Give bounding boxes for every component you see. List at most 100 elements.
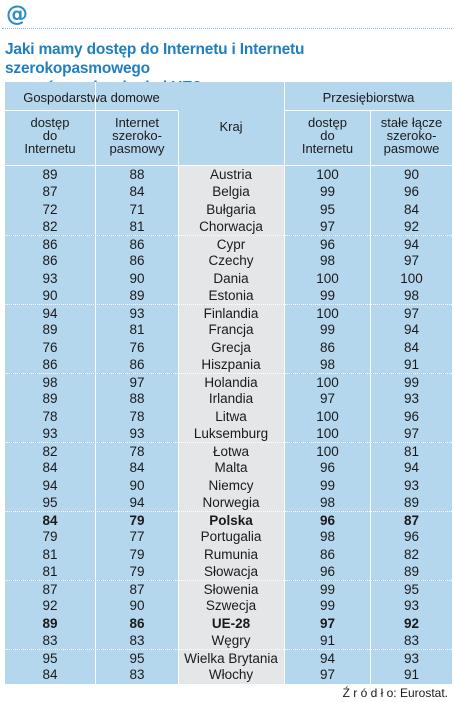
table-body: 89 88 Austria 100 90 87 84 Belgia 99 96 72 71 Bułgar…	[5, 166, 452, 684]
enterprise-broadband-cell: 89	[403, 494, 420, 510]
household-broadband-cell: 93	[129, 425, 145, 441]
group-header-households: Gospodarstwa domowe	[23, 90, 160, 105]
country-cell: Łotwa	[212, 444, 250, 459]
country-cell: Hiszpania	[201, 356, 261, 372]
table-row: 76 76 Grecja 86 84	[5, 339, 452, 356]
country-cell: Belgia	[212, 184, 250, 200]
column-divider	[284, 82, 285, 684]
household-broadband-cell: 83	[129, 667, 145, 683]
enterprise-broadband-cell: 99	[403, 375, 420, 390]
enterprise-access-cell: 99	[319, 582, 336, 597]
table-row: 92 90 Szwecja 99 93	[5, 597, 452, 614]
enterprise-access-cell: 100	[316, 270, 339, 286]
enterprise-broadband-cell: 98	[403, 287, 420, 303]
household-broadband-cell: 84	[129, 184, 145, 200]
country-cell: Estonia	[208, 287, 254, 303]
col-header-household-access: dostęp do Internetu	[24, 115, 76, 156]
country-column-background	[178, 166, 284, 684]
column-divider	[178, 111, 179, 684]
country-cell: Włochy	[208, 667, 254, 683]
table-row: 83 83 Węgry 91 83	[5, 632, 452, 649]
household-broadband-cell: 86	[129, 356, 145, 372]
country-cell: Słowacja	[203, 563, 259, 579]
enterprise-broadband-cell: 95	[403, 582, 420, 597]
title-line-1: Jaki mamy dostęp do Internetu i Internet…	[5, 41, 305, 77]
group-rule-households	[5, 110, 178, 111]
table-row: 82 78 Łotwa 100 81	[5, 442, 452, 459]
household-access-cell: 87	[42, 184, 58, 200]
group-header-enterprises: Przesiębiorstwa	[322, 90, 415, 105]
household-access-cell: 87	[42, 582, 58, 597]
country-cell: Chorwacja	[199, 218, 263, 234]
country-cell: Norwegia	[202, 494, 260, 510]
household-access-cell: 94	[42, 477, 58, 493]
country-cell: Irlandia	[208, 391, 254, 407]
country-cell: Finlandia	[203, 306, 259, 321]
household-access-cell: 86	[42, 356, 58, 372]
household-access-cell: 83	[42, 632, 58, 648]
enterprise-broadband-cell: 97	[403, 306, 420, 321]
enterprise-access-cell: 100	[316, 306, 339, 321]
group-rule-enterprises	[285, 110, 452, 111]
enterprise-access-cell: 86	[319, 546, 336, 562]
enterprise-access-cell: 96	[319, 460, 336, 476]
household-broadband-cell: 95	[129, 651, 145, 666]
country-cell: Czechy	[208, 253, 254, 269]
country-cell: Luksemburg	[193, 425, 269, 441]
household-broadband-cell: 87	[129, 582, 145, 597]
table-row: 89 88 Austria 100 90	[5, 166, 452, 183]
enterprise-access-cell: 86	[319, 339, 336, 355]
enterprise-broadband-cell: 92	[403, 615, 420, 631]
enterprise-access-cell: 94	[319, 651, 336, 666]
table-row: 84 84 Malta 96 94	[5, 459, 452, 476]
country-cell: Francja	[208, 322, 254, 338]
table-row: 72 71 Bułgaria 95 84	[5, 201, 452, 218]
enterprise-access-cell: 99	[319, 184, 336, 200]
household-broadband-cell: 86	[129, 237, 145, 252]
country-cell: Holandia	[204, 375, 258, 390]
enterprise-broadband-cell: 93	[403, 391, 420, 407]
enterprise-broadband-cell: 93	[403, 651, 420, 666]
col-header-household-broadband: Internet szeroko-pasmowy	[109, 115, 165, 156]
col-header-country: Kraj	[219, 119, 243, 134]
table-row: 89 88 Irlandia 97 93	[5, 390, 452, 407]
enterprise-access-cell: 100	[316, 408, 339, 424]
enterprise-access-cell: 98	[319, 356, 336, 372]
table-row: 81 79 Słowacja 96 89	[5, 563, 452, 580]
household-broadband-cell: 90	[129, 270, 145, 286]
table-row: 93 93 Luksemburg 100 97	[5, 425, 452, 442]
household-broadband-cell: 79	[129, 513, 145, 528]
enterprise-access-cell: 99	[319, 477, 336, 493]
household-access-cell: 82	[42, 218, 58, 234]
data-table: Gospodarstwa domowe Przesiębiorstwa dost…	[5, 82, 452, 684]
enterprise-access-cell: 91	[319, 632, 336, 648]
table-row: 87 84 Belgia 99 96	[5, 183, 452, 200]
table-row: 86 86 Hiszpania 98 91	[5, 356, 452, 373]
household-broadband-cell: 84	[129, 460, 145, 476]
table-row: 79 77 Portugalia 98 96	[5, 528, 452, 545]
table-row: 86 86 Cypr 96 94	[5, 235, 452, 252]
enterprise-access-cell: 97	[319, 667, 336, 683]
household-access-cell: 94	[42, 306, 58, 321]
enterprise-broadband-cell: 94	[403, 322, 420, 338]
household-access-cell: 89	[42, 167, 58, 182]
household-access-cell: 93	[42, 270, 58, 286]
header-bottom-rule	[5, 165, 452, 166]
enterprise-access-cell: 100	[316, 425, 339, 441]
enterprise-broadband-cell: 96	[403, 529, 420, 545]
enterprise-broadband-cell: 91	[403, 667, 420, 683]
column-divider	[370, 111, 371, 684]
enterprise-broadband-cell: 97	[403, 425, 420, 441]
enterprise-access-cell: 100	[316, 167, 339, 182]
table-row: 95 95 Wielka Brytania 94 93	[5, 649, 452, 666]
household-broadband-cell: 86	[129, 253, 145, 269]
household-access-cell: 95	[42, 651, 58, 666]
enterprise-broadband-cell: 97	[403, 253, 420, 269]
col-header-enterprise-broadband: stałe łącze szeroko-pasmowe	[380, 115, 443, 156]
table-row: 98 97 Holandia 100 99	[5, 373, 452, 390]
enterprise-broadband-cell: 94	[403, 237, 420, 252]
household-broadband-cell: 88	[129, 391, 145, 407]
country-cell: Cypr	[216, 237, 246, 252]
country-cell: UE-28	[211, 615, 251, 631]
household-access-cell: 93	[42, 425, 58, 441]
